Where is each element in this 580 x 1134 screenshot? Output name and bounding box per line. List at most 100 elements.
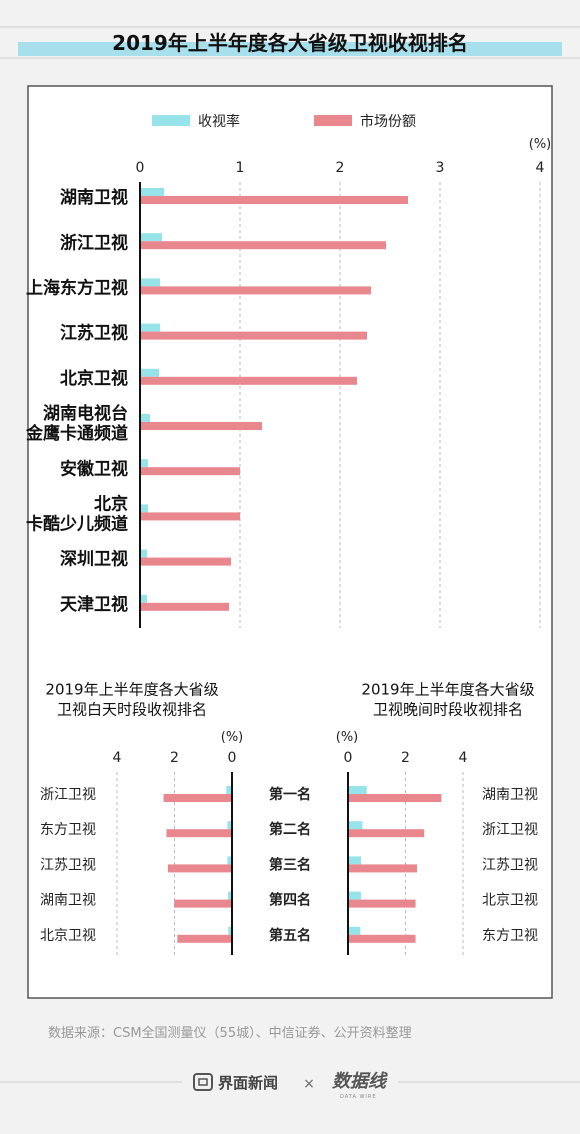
data-source: 数据来源：CSM全国测量仪（55城）、中信证券、公开资料整理 bbox=[48, 1025, 412, 1041]
day-category-label: 浙江卫视 bbox=[40, 787, 96, 803]
day-bar-share bbox=[163, 794, 232, 802]
main-category-label: 江苏卫视 bbox=[60, 323, 128, 344]
night-bar-share bbox=[348, 829, 425, 838]
day-bar-share bbox=[166, 829, 232, 838]
main-bar-share bbox=[140, 331, 367, 340]
main-category-label: 天津卫视 bbox=[60, 594, 128, 615]
main-bar-share bbox=[140, 241, 386, 250]
main-category-label: 湖南电视台金鹰卡通频道 bbox=[25, 403, 128, 444]
main-category-label: 深圳卫视 bbox=[60, 549, 128, 570]
main-bar-share bbox=[140, 376, 357, 385]
main-bar-rating bbox=[140, 504, 148, 513]
day-bar-rating bbox=[227, 891, 232, 900]
main-bar-rating bbox=[140, 323, 160, 332]
night-tick-label: 0 bbox=[344, 750, 353, 766]
main-bar-share bbox=[140, 467, 240, 476]
main-tick-label: 3 bbox=[436, 160, 445, 176]
main-bar-rating bbox=[140, 459, 148, 468]
day-bar-share bbox=[167, 864, 232, 873]
day-category-label: 东方卫视 bbox=[40, 822, 96, 838]
rank-label: 第三名 bbox=[269, 856, 311, 873]
day-bar-share bbox=[177, 934, 232, 943]
rank-label: 第五名 bbox=[269, 927, 311, 944]
brand-separator: × bbox=[303, 1076, 315, 1092]
main-bar-share bbox=[140, 557, 231, 566]
night-title: 2019年上半年度各大省级卫视晚间时段收视排名 bbox=[361, 680, 534, 718]
datawire-brand: 数据线 bbox=[332, 1071, 388, 1092]
main-bar-share bbox=[140, 286, 371, 295]
main-bar-share bbox=[140, 422, 262, 430]
night-bar-share bbox=[348, 899, 416, 908]
page-title: 2019年上半年度各大省级卫视收视排名 bbox=[112, 31, 468, 55]
rank-label: 第一名 bbox=[269, 786, 311, 803]
night-category-label: 北京卫视 bbox=[482, 893, 538, 909]
night-bar-rating bbox=[348, 856, 361, 865]
main-tick-label: 1 bbox=[236, 160, 245, 176]
main-tick-label: 2 bbox=[336, 160, 345, 176]
night-bar-rating bbox=[348, 891, 361, 900]
main-tick-label: 4 bbox=[536, 160, 545, 176]
day-bar-share bbox=[174, 899, 232, 908]
legend-label-share: 市场份额 bbox=[360, 113, 416, 130]
jiemian-logo-icon bbox=[193, 1073, 213, 1091]
legend-swatch-rating bbox=[152, 115, 190, 126]
main-bar-rating bbox=[140, 233, 162, 242]
night-tick-label: 2 bbox=[401, 750, 410, 766]
night-bar-share bbox=[348, 864, 417, 873]
night-unit-label: (%) bbox=[336, 730, 359, 745]
jiemian-logo-icon-inner bbox=[198, 1078, 208, 1086]
day-tick-label: 2 bbox=[170, 750, 179, 766]
rank-label: 第二名 bbox=[269, 821, 311, 838]
main-unit-label: (%) bbox=[529, 137, 552, 152]
main-chart: 收视率 市场份额 (%) 0 1 2 3 4 湖南卫视浙江卫视上海东方卫视江苏卫视北京卫视湖南电… bbox=[25, 113, 551, 628]
main-category-label: 北京卡酷少儿频道 bbox=[26, 494, 128, 535]
day-tick-label: 0 bbox=[228, 750, 237, 766]
main-bar-rating bbox=[140, 549, 147, 558]
evening-chart: 2019年上半年度各大省级卫视晚间时段收视排名(%) 0 2 4 湖南卫视浙江卫视江苏卫… bbox=[336, 680, 538, 955]
jiemian-brand: 界面新闻 bbox=[218, 1074, 278, 1092]
rank-label: 第四名 bbox=[269, 892, 311, 909]
day-title: 2019年上半年度各大省级卫视白天时段收视排名 bbox=[45, 680, 218, 718]
day-bar-rating bbox=[226, 786, 232, 794]
title-band bbox=[18, 42, 562, 56]
main-category-label: 上海东方卫视 bbox=[26, 278, 128, 299]
datawire-sub: DATA WIRE bbox=[340, 1094, 377, 1100]
main-bar-rating bbox=[140, 594, 147, 603]
main-tick-label: 0 bbox=[136, 160, 145, 176]
legend-swatch-share bbox=[314, 115, 352, 126]
main-bar-rating bbox=[140, 188, 164, 196]
day-bar-rating bbox=[228, 926, 232, 935]
day-category-label: 北京卫视 bbox=[40, 928, 96, 944]
night-bar-rating bbox=[348, 786, 367, 794]
main-category-label: 安徽卫视 bbox=[60, 458, 128, 479]
legend-label-rating: 收视率 bbox=[198, 113, 240, 130]
jiemian-logo: 界面新闻 bbox=[193, 1073, 278, 1092]
main-bar-rating bbox=[140, 414, 150, 422]
night-tick-label: 4 bbox=[459, 750, 468, 766]
night-bar-share bbox=[348, 934, 416, 943]
main-bar-rating bbox=[140, 278, 160, 287]
night-category-label: 江苏卫视 bbox=[482, 857, 538, 873]
daytime-chart: 2019年上半年度各大省级卫视白天时段收视排名(%) 4 2 0 浙江卫视东方卫视江苏卫… bbox=[40, 680, 243, 955]
datawire-logo: 数据线 DATA WIRE bbox=[332, 1071, 388, 1100]
main-bar-share bbox=[140, 512, 240, 521]
main-category-label: 湖南卫视 bbox=[60, 187, 128, 208]
night-category-label: 浙江卫视 bbox=[482, 822, 538, 838]
day-category-label: 江苏卫视 bbox=[40, 857, 96, 873]
day-unit-label: (%) bbox=[221, 730, 244, 745]
night-bar-share bbox=[348, 794, 442, 802]
night-bar-rating bbox=[348, 926, 361, 935]
main-category-label: 浙江卫视 bbox=[60, 232, 128, 253]
day-category-label: 湖南卫视 bbox=[40, 893, 96, 909]
night-category-label: 湖南卫视 bbox=[482, 787, 538, 803]
main-bar-rating bbox=[140, 368, 159, 377]
main-bar-share bbox=[140, 602, 229, 611]
chart-panel bbox=[27, 85, 553, 999]
main-bar-share bbox=[140, 196, 408, 204]
day-tick-label: 4 bbox=[113, 750, 122, 766]
night-bar-rating bbox=[348, 821, 363, 830]
main-category-label: 北京卫视 bbox=[60, 368, 128, 389]
day-bar-rating bbox=[227, 821, 232, 830]
